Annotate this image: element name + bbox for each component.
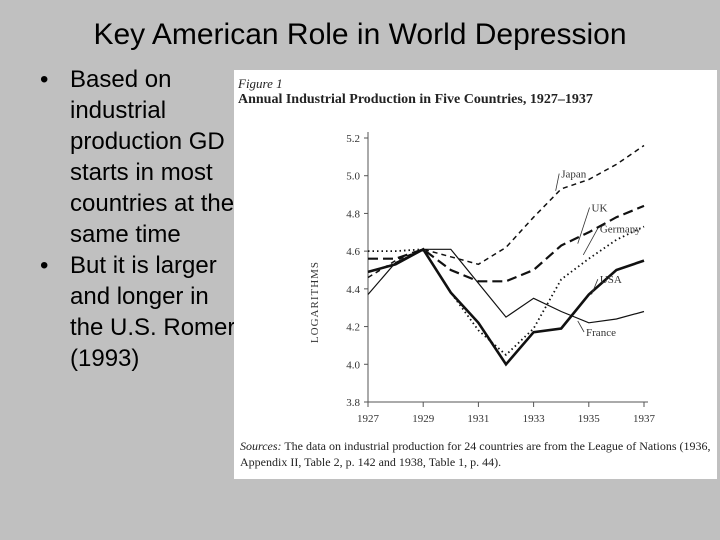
x-tick-label: 1937 (633, 413, 656, 425)
figure-title: Annual Industrial Production in Five Cou… (238, 92, 593, 107)
x-tick-group: 1927 1929 1931 1933 1935 1937 (357, 402, 656, 425)
x-tick-label: 1935 (578, 413, 601, 425)
bullet-list: • Based on industrial production GD star… (40, 64, 240, 374)
series-group (367, 144, 645, 367)
slide-title: Key American Role in World Depression (93, 18, 627, 51)
annotation-label: France (586, 327, 616, 339)
annotation-leader (582, 228, 599, 256)
series-line-germany (368, 225, 645, 357)
figure-label: Figure 1 (238, 76, 283, 91)
y-tick-label: 4.6 (346, 246, 360, 258)
y-tick-label: 5.0 (346, 171, 360, 183)
x-tick-label: 1933 (523, 413, 546, 425)
series-line-usa (367, 247, 645, 367)
y-tick-label: 4.8 (346, 208, 360, 220)
figure-source: Sources: The data on industrial producti… (240, 438, 712, 470)
y-tick-label: 4.2 (346, 322, 360, 334)
annotation-leader (591, 279, 599, 295)
annotation-label: UK (592, 203, 608, 215)
bullet-item: • Based on industrial production GD star… (40, 64, 240, 250)
y-tick-label: 5.2 (346, 133, 360, 145)
bullet-dot-icon: • (40, 66, 49, 93)
annotation-group: Japan UK Germany USA France (555, 169, 641, 339)
y-axis-label: LOGARITHMS (309, 261, 321, 343)
y-tick-group: 3.8 4.0 4.2 4.4 4.6 4.8 5.0 5.2 (346, 133, 368, 409)
annotation-leader (555, 173, 560, 191)
x-tick-label: 1927 (357, 413, 380, 425)
bullet-item: • But it is larger and longer in the U.S… (40, 250, 240, 374)
bullet-dot-icon: • (40, 252, 49, 279)
source-text: The data on industrial production for 24… (240, 439, 711, 469)
line-chart: LOGARITHMS 3.8 4.0 4.2 4.4 4.6 4.8 5.0 5.2 1927… (309, 132, 656, 425)
series-line-uk (368, 204, 645, 283)
figure-panel: Figure 1 Annual Industrial Production in… (234, 70, 717, 479)
series-line-japan (367, 144, 645, 279)
series-line-france (367, 248, 645, 324)
y-tick-label: 4.0 (346, 359, 360, 371)
y-tick-label: 3.8 (346, 397, 360, 409)
x-tick-label: 1931 (467, 413, 489, 425)
annotation-leader (577, 207, 590, 244)
annotation-label: Japan (561, 169, 587, 181)
annotation-label: Germany (600, 223, 641, 235)
bullet-text: But it is larger and longer in the U.S. … (70, 252, 236, 372)
bullet-text: Based on industrial production GD starts… (70, 66, 235, 248)
x-tick-label: 1929 (412, 413, 435, 425)
source-label: Sources: (240, 439, 282, 453)
annotation-leader (577, 320, 585, 333)
annotation-label: USA (600, 274, 622, 286)
y-tick-label: 4.4 (346, 284, 360, 296)
